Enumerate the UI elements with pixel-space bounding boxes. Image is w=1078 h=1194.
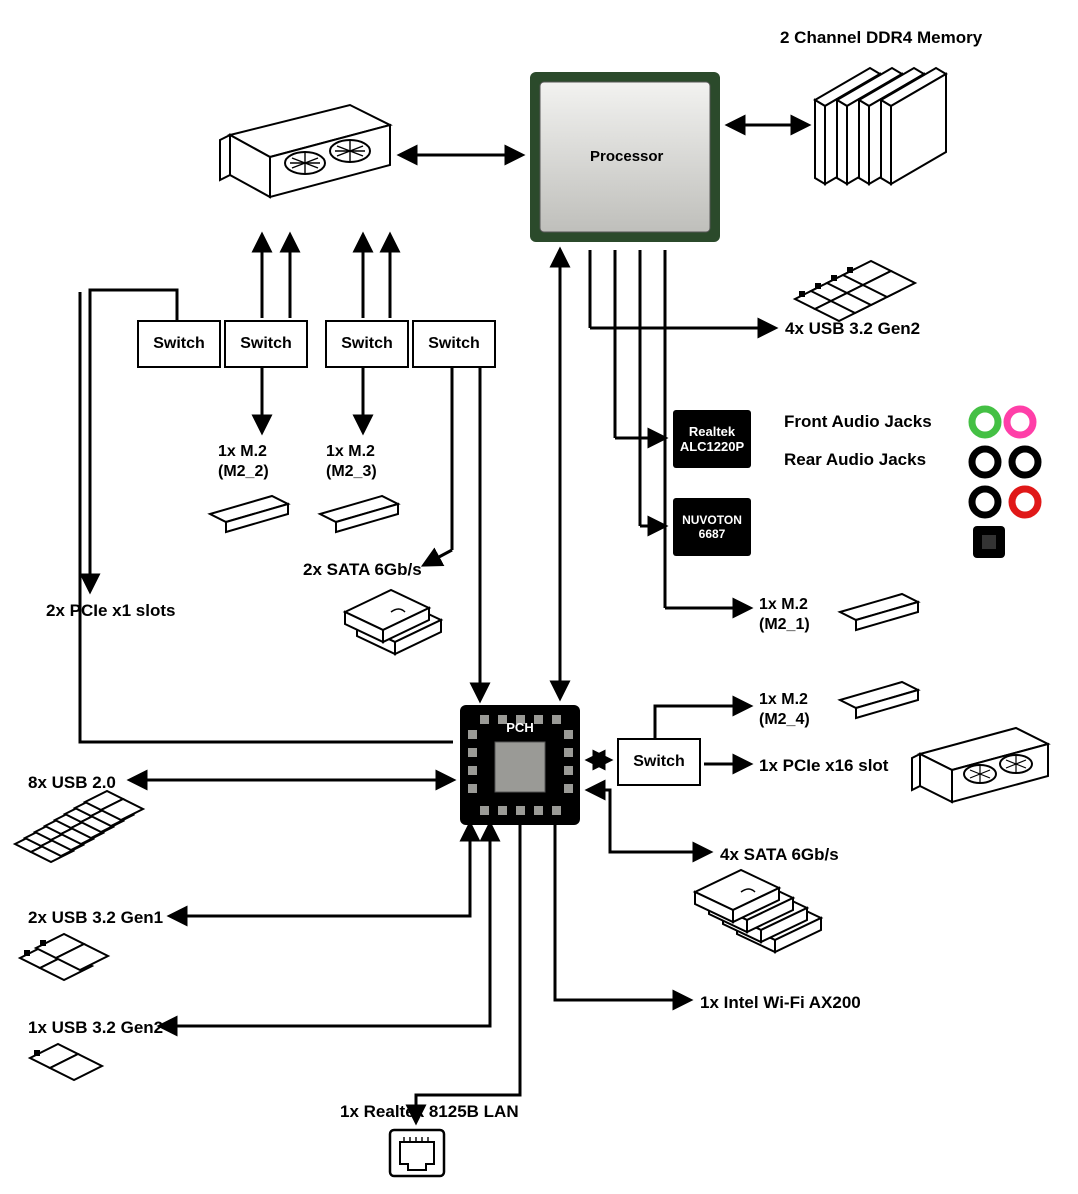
wifi-label: 1x Intel Wi-Fi AX200 bbox=[700, 993, 861, 1013]
switch-2: Switch bbox=[224, 320, 308, 368]
usb32g2-label: 1x USB 3.2 Gen2 bbox=[28, 1018, 163, 1038]
m2-3-label: 1x M.2 (M2_3) bbox=[326, 442, 377, 482]
realtek-line1: Realtek bbox=[689, 424, 735, 439]
memory-icon bbox=[815, 68, 946, 184]
switch-5: Switch bbox=[617, 738, 701, 786]
gpu2-icon bbox=[912, 728, 1048, 802]
memory-label: 2 Channel DDR4 Memory bbox=[780, 28, 982, 48]
lan-icon bbox=[390, 1130, 444, 1176]
pcie-x16-label: 1x PCIe x16 slot bbox=[759, 756, 888, 776]
sata2-label: 2x SATA 6Gb/s bbox=[303, 560, 422, 580]
usb32g2-4x-label: 4x USB 3.2 Gen2 bbox=[785, 319, 920, 339]
m2-1-label: 1x M.2 (M2_1) bbox=[759, 595, 810, 635]
nuvoton-chip: NUVOTON 6687 bbox=[673, 498, 751, 556]
m2-2-label: 1x M.2 (M2_2) bbox=[218, 442, 269, 482]
m2-1-icon bbox=[840, 594, 918, 630]
m2-2-icon bbox=[210, 496, 288, 532]
usb-8x-icon bbox=[15, 791, 143, 862]
m2-4-label: 1x M.2 (M2_4) bbox=[759, 690, 810, 730]
m2-4-icon bbox=[840, 682, 918, 718]
nuvoton-line1: NUVOTON bbox=[682, 513, 742, 527]
sata4-label: 4x SATA 6Gb/s bbox=[720, 845, 839, 865]
processor-label: Processor bbox=[590, 148, 663, 165]
switch-4: Switch bbox=[412, 320, 496, 368]
lan-label: 1x Realtek 8125B LAN bbox=[340, 1102, 519, 1122]
diagram-svg: PCH bbox=[0, 0, 1078, 1194]
pch-node: PCH bbox=[460, 705, 580, 825]
gpu-icon bbox=[220, 105, 390, 197]
svg-text:PCH: PCH bbox=[506, 720, 533, 735]
usb-4x-icon bbox=[795, 261, 915, 321]
m2-3-icon bbox=[320, 496, 398, 532]
realtek-chip: Realtek ALC1220P bbox=[673, 410, 751, 468]
usb-1x-icon bbox=[30, 1044, 102, 1080]
nuvoton-line2: 6687 bbox=[699, 527, 726, 541]
usb20-label: 8x USB 2.0 bbox=[28, 773, 116, 793]
sata-2x-icon bbox=[345, 590, 441, 654]
switch-1: Switch bbox=[137, 320, 221, 368]
pciex1-label: 2x PCIe x1 slots bbox=[46, 601, 175, 621]
front-audio-label: Front Audio Jacks bbox=[784, 412, 932, 432]
sata-4x-icon bbox=[695, 870, 821, 952]
usb-2x-icon bbox=[20, 934, 108, 980]
switch-3: Switch bbox=[325, 320, 409, 368]
usb32g1-label: 2x USB 3.2 Gen1 bbox=[28, 908, 163, 928]
realtek-line2: ALC1220P bbox=[680, 439, 744, 454]
audio-jacks-icon bbox=[966, 409, 1056, 574]
rear-audio-label: Rear Audio Jacks bbox=[784, 450, 926, 470]
